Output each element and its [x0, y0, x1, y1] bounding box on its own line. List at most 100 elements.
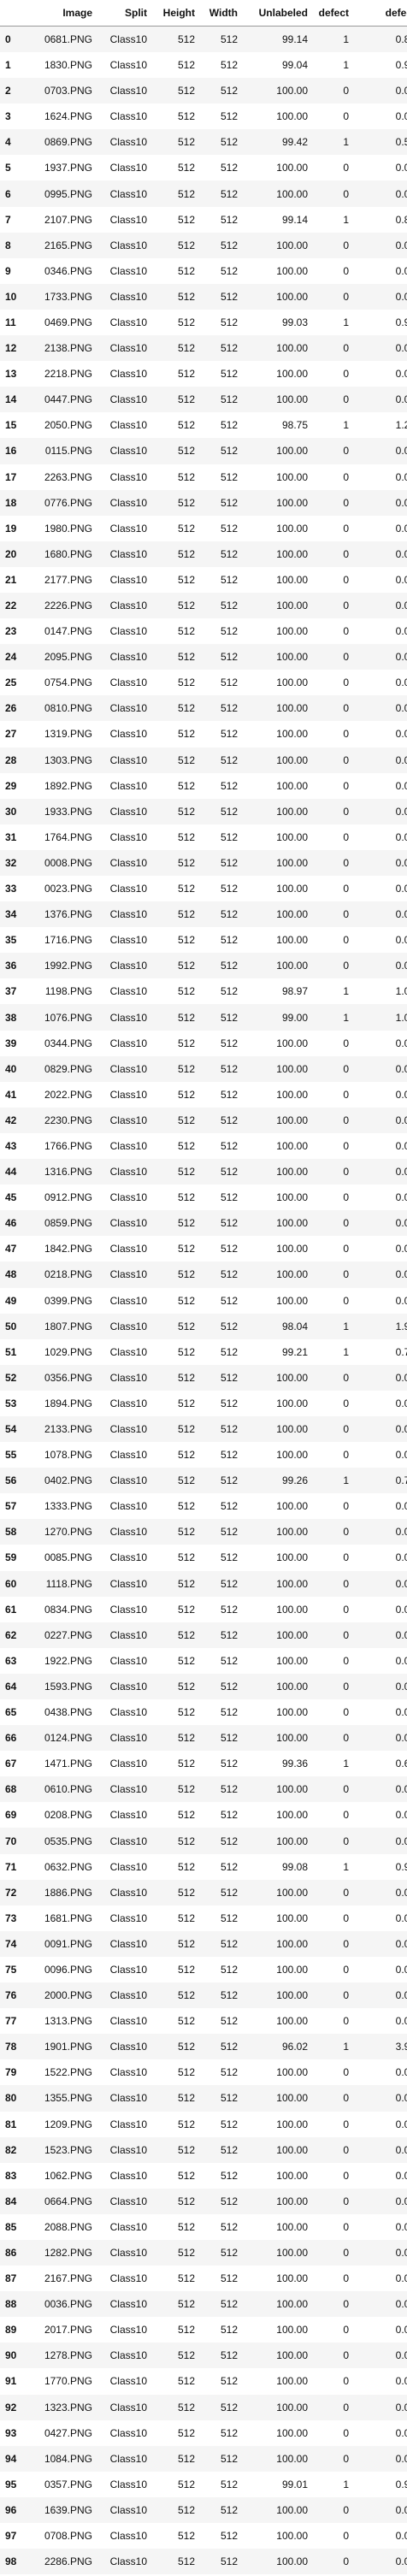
unlabeled-cell: 98.04 [281, 1320, 308, 1332]
row-index: 31 [5, 830, 17, 843]
row-index: 90 [5, 2349, 17, 2362]
image-cell: 1922.PNG [44, 1654, 92, 1667]
width-cell: 512 [220, 728, 238, 741]
unlabeled-cell: 100.00 [276, 547, 308, 560]
height-cell: 512 [177, 1628, 195, 1641]
height-cell: 512 [177, 1114, 195, 1126]
row-index: 36 [5, 960, 17, 972]
split-cell: Class10 [109, 1294, 147, 1307]
width-cell: 512 [220, 2555, 238, 2568]
image-cell: 1355.PNG [44, 2092, 92, 2105]
row-index: 59 [5, 1551, 17, 1564]
width-cell: 512 [220, 1114, 238, 1126]
width-cell: 512 [220, 2401, 238, 2414]
table-row: 26 0810.PNG Class10 512 512 100.00 0 0.00 [0, 695, 407, 722]
width-cell: 512 [220, 1526, 238, 1539]
image-cell: 1313.PNG [44, 2015, 92, 2028]
width-cell: 512 [220, 2503, 238, 2516]
split-cell: Class10 [109, 908, 147, 921]
unlabeled-cell: 100.00 [276, 573, 308, 586]
image-cell: 2177.PNG [44, 573, 92, 586]
height-cell: 512 [177, 1577, 195, 1590]
height-cell: 512 [177, 2041, 195, 2053]
height-cell: 512 [177, 2118, 195, 2130]
defect-percent-cell: 0.00 [395, 1500, 407, 1513]
height-cell: 512 [177, 1654, 195, 1667]
height-cell: 512 [177, 2530, 195, 2543]
table-row: 59 0085.PNG Class10 512 512 100.00 0 0.00 [0, 1545, 407, 1571]
defect-percent-cell: 0.00 [395, 393, 407, 406]
height-cell: 512 [177, 805, 195, 818]
image-cell: 0995.PNG [44, 187, 92, 200]
defect-count-cell: 0 [343, 342, 349, 355]
row-index: 17 [5, 470, 17, 483]
table-row: 65 0438.PNG Class10 512 512 100.00 0 0.00 [0, 1699, 407, 1726]
table-row: 25 0754.PNG Class10 512 512 100.00 0 0.00 [0, 670, 407, 696]
defect-percent-cell: 0.00 [395, 1706, 407, 1719]
split-cell: Class10 [109, 1114, 147, 1126]
defect-count-cell: 1 [343, 59, 349, 72]
defect-count-cell: 1 [343, 1860, 349, 1873]
width-cell: 512 [220, 2349, 238, 2362]
width-cell: 512 [220, 419, 238, 432]
unlabeled-cell: 100.00 [276, 908, 308, 921]
defect-percent-cell: 0.00 [395, 676, 407, 689]
height-cell: 512 [177, 1166, 195, 1179]
defect-percent-cell: 0.00 [395, 908, 407, 921]
row-index: 72 [5, 1886, 17, 1899]
defect-count-cell: 0 [343, 162, 349, 174]
row-index: 38 [5, 1011, 17, 1024]
width-cell: 512 [220, 2375, 238, 2388]
row-index: 76 [5, 1989, 17, 2002]
unlabeled-cell: 100.00 [276, 264, 308, 277]
row-index: 66 [5, 1732, 17, 1745]
row-index: 86 [5, 2247, 17, 2260]
table-row: 45 0912.PNG Class10 512 512 100.00 0 0.00 [0, 1185, 407, 1211]
split-cell: Class10 [109, 651, 147, 664]
height-cell: 512 [177, 2349, 195, 2362]
table-row: 92 1323.PNG Class10 512 512 100.00 0 0.00 [0, 2394, 407, 2420]
unlabeled-cell: 100.00 [276, 728, 308, 741]
row-index: 55 [5, 1449, 17, 1462]
image-cell: 2286.PNG [44, 2555, 92, 2568]
split-cell: Class10 [109, 676, 147, 689]
defect-percent-cell: 0.00 [395, 2092, 407, 2105]
image-cell: 1062.PNG [44, 2169, 92, 2182]
image-cell: 0810.PNG [44, 702, 92, 715]
width-cell: 512 [220, 1423, 238, 1436]
height-cell: 512 [177, 1474, 195, 1487]
width-cell: 512 [220, 316, 238, 328]
defect-percent-cell: 1.00 [395, 1011, 407, 1024]
width-cell: 512 [220, 1217, 238, 1230]
defect-percent-cell: 0.00 [395, 522, 407, 535]
split-cell: Class10 [109, 1037, 147, 1049]
unlabeled-cell: 100.00 [276, 239, 308, 251]
defect-count-cell: 0 [343, 651, 349, 664]
table-body: 00681.PNGClass1051251299.1410.8611830.PN… [0, 26, 407, 2576]
row-index: 79 [5, 2066, 17, 2079]
defect-percent-cell: 0.00 [395, 1783, 407, 1796]
row-index: 32 [5, 856, 17, 869]
width-cell: 512 [220, 1397, 238, 1409]
defect-count-cell: 0 [343, 676, 349, 689]
width-cell: 512 [220, 1011, 238, 1024]
split-cell: Class10 [109, 316, 147, 328]
table-row: 87 2167.PNG Class10 512 512 100.00 0 0.00 [0, 2266, 407, 2292]
row-index: 48 [5, 1268, 17, 1281]
defect-percent-cell: 0.00 [395, 1989, 407, 2002]
unlabeled-cell: 100.00 [276, 2066, 308, 2079]
table-row: 21 2177.PNG Class10 512 512 100.00 0 0.00 [0, 566, 407, 593]
defect-count-cell: 1 [343, 419, 349, 432]
table-row: 85 2088.PNG Class10 512 512 100.00 0 0.00 [0, 2213, 407, 2240]
unlabeled-cell: 100.00 [276, 162, 308, 174]
defect-count-cell: 0 [343, 1166, 349, 1179]
defect-percent-cell: 0.00 [395, 2452, 407, 2465]
height-cell: 512 [177, 1243, 195, 1256]
image-cell: 0085.PNG [44, 1551, 92, 1564]
split-cell: Class10 [109, 342, 147, 355]
defect-percent-cell: 0.86 [395, 213, 407, 226]
defect-count-cell: 0 [343, 1680, 349, 1693]
table-row: 37 1198.PNG Class10 512 512 98.97 1 1.03 [0, 978, 407, 1005]
row-index: 18 [5, 496, 17, 509]
table-row: 84 0664.PNG Class10 512 512 100.00 0 0.00 [0, 2188, 407, 2214]
